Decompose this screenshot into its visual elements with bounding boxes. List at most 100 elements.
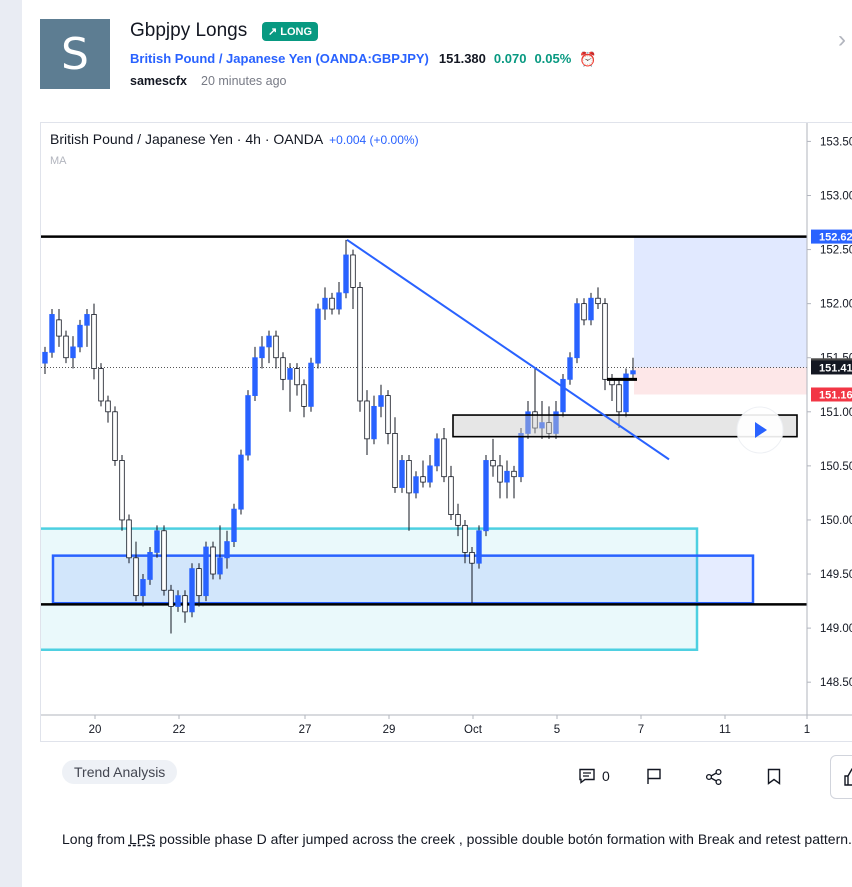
candle-body <box>210 546 216 575</box>
arrow-up-right-icon: ↗ <box>268 26 278 38</box>
symbol-change: 0.070 <box>493 51 527 66</box>
alarm-clock-icon[interactable]: ⏰ <box>579 51 597 67</box>
candle-body <box>623 373 629 413</box>
candle-body <box>203 546 209 597</box>
symbol-price: 151.380 <box>438 51 486 66</box>
bookmark-button[interactable] <box>767 768 781 785</box>
idea-description: Long from LPS possible phase D after jum… <box>62 828 852 851</box>
symbol-ticker: OANDA:GBPJPY <box>319 51 425 66</box>
candle-body <box>126 519 132 559</box>
candle-body <box>504 470 510 483</box>
candle-body <box>140 579 146 597</box>
like-button[interactable]: ( <box>830 755 852 799</box>
candle-body <box>273 335 279 359</box>
candle-body <box>371 405 377 440</box>
candle-body <box>469 551 475 564</box>
price-tick-label: 149.00 <box>820 623 852 635</box>
candle-body <box>448 476 454 515</box>
candle-body <box>105 400 111 413</box>
retest-zone-box <box>452 414 798 438</box>
play-icon <box>755 422 767 438</box>
candle-body <box>56 319 62 337</box>
description-lps-term[interactable]: LPS <box>128 831 156 847</box>
candle-body <box>322 297 328 310</box>
trendline <box>346 239 670 461</box>
candle-body <box>168 589 174 607</box>
chart-legend-symbol: British Pound / Japanese Yen · 4h · OAND… <box>50 131 324 147</box>
candle-body <box>245 395 251 456</box>
candle-body <box>175 595 181 607</box>
candle-body <box>560 378 566 413</box>
candle-body <box>224 541 230 559</box>
price-tick-label: 149.50 <box>820 569 852 581</box>
target-zone <box>634 236 807 368</box>
time-tick-label: 27 <box>299 724 312 736</box>
author-name[interactable]: samescfx <box>130 74 187 88</box>
candle-body <box>266 335 272 348</box>
flag-icon <box>647 768 661 784</box>
candle-body <box>308 362 314 407</box>
candle-body <box>42 351 48 364</box>
time-tick-label: 11 <box>719 724 731 736</box>
candle-body <box>84 314 90 326</box>
avatar[interactable]: S <box>40 19 110 89</box>
time-tick-label: Oct <box>464 724 483 736</box>
candle-body <box>133 557 139 597</box>
flag-button[interactable] <box>646 768 662 785</box>
time-tick-label: 5 <box>554 724 560 736</box>
time-tick-label: 22 <box>173 724 186 736</box>
comment-icon <box>579 768 595 784</box>
candle-body <box>630 370 636 375</box>
candle-body <box>462 524 468 553</box>
candle-body <box>294 368 300 386</box>
candle-body <box>238 454 244 510</box>
symbol-line: British Pound / Japanese Yen (OANDA:GBPJ… <box>130 51 597 68</box>
candle-body <box>602 303 608 380</box>
candle-body <box>595 297 601 305</box>
chevron-right-icon[interactable]: › <box>838 26 846 53</box>
description-text-before: Long from <box>62 831 129 847</box>
price-tick-label: 151.00 <box>820 407 852 419</box>
candle-body <box>119 460 125 521</box>
candle-body <box>455 514 461 526</box>
candle-body <box>63 335 69 359</box>
candle-body <box>378 395 384 407</box>
price-tick-label: 152.50 <box>820 245 852 257</box>
candle-body <box>420 476 426 483</box>
symbol-link[interactable]: British Pound / Japanese Yen (OANDA:GBPJ… <box>130 51 429 68</box>
comments-button[interactable]: 0 <box>578 768 610 784</box>
candle-body <box>287 368 293 380</box>
candle-body <box>483 460 489 532</box>
candle-body <box>434 438 440 467</box>
candle-body <box>581 303 587 321</box>
price-axis-bg <box>807 123 852 741</box>
candle-body <box>385 395 391 434</box>
candle-body <box>343 254 349 294</box>
comments-count: 0 <box>602 768 610 784</box>
candle-body <box>189 568 195 613</box>
idea-card: S Gbpjpy Longs ↗ LONG British Pound / Ja… <box>22 0 852 887</box>
idea-title[interactable]: Gbpjpy Longs <box>130 20 248 41</box>
candle-body <box>546 422 552 434</box>
symbol-change-percent: 0.05% <box>534 51 572 66</box>
symbol-paren-open: ( <box>315 51 320 66</box>
chart-canvas[interactable]: 153.50153.00152.50152.00151.50151.00150.… <box>41 123 852 741</box>
chart-container[interactable]: 153.50153.00152.50152.00151.50151.00150.… <box>40 122 852 742</box>
long-badge: ↗ LONG <box>262 22 318 41</box>
symbol-description: British Pound / Japanese Yen <box>130 51 312 66</box>
share-icon <box>705 768 722 786</box>
share-button[interactable] <box>705 768 723 786</box>
candle-body <box>161 530 167 591</box>
candle-body <box>259 346 265 359</box>
thumbs-up-icon <box>844 768 852 786</box>
candle-body <box>553 411 559 434</box>
candle-body <box>427 465 433 483</box>
bookmark-icon <box>767 768 781 785</box>
candle-body <box>77 324 83 348</box>
candle-body <box>252 357 258 396</box>
candle-body <box>350 254 356 288</box>
badge-label: LONG <box>280 25 312 38</box>
candle-body <box>490 460 496 467</box>
tag-trend-analysis[interactable]: Trend Analysis <box>62 760 178 784</box>
candle-body <box>91 314 97 369</box>
